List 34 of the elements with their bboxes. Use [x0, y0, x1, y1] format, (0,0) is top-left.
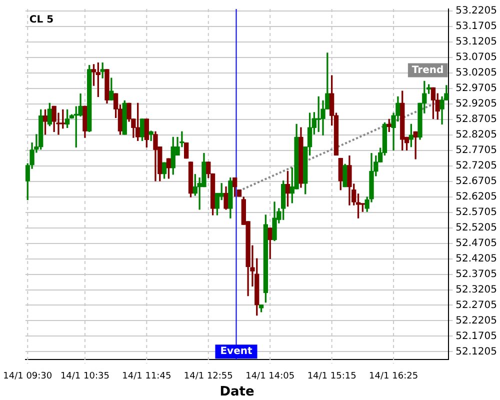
y-tick-label: 52.1705: [456, 330, 498, 342]
x-tick-label: 14/1 10:35: [60, 371, 110, 382]
y-tick-label: 52.4705: [456, 238, 498, 249]
y-tick-label: 52.2705: [456, 300, 498, 311]
text: Trend: [412, 64, 444, 76]
y-tick-label: 52.8705: [456, 114, 498, 126]
y-tick-label: 52.5205: [456, 222, 498, 234]
y-tick-label: 52.5705: [456, 206, 498, 218]
y-tick-label: 53.1705: [456, 21, 498, 32]
text: CL 5: [29, 14, 54, 26]
y-tick-label: 52.3205: [456, 284, 498, 296]
y-tick-label: 52.7705: [456, 144, 498, 156]
y-tick-label: 53.1205: [456, 36, 498, 48]
x-tick-label: 14/1 14:05: [246, 371, 295, 382]
y-tick-label: 53.0705: [456, 52, 498, 64]
y-tick-label: 53.0205: [456, 68, 498, 79]
y-tick-label: 52.1205: [456, 346, 498, 358]
y-tick-label: 52.9205: [456, 98, 498, 110]
x-tick-label: 14/1 11:45: [122, 371, 172, 382]
x-tick-label: 14/1 12:55: [184, 371, 233, 382]
y-tick-label: 52.6705: [456, 176, 498, 187]
annotation: Event: [220, 346, 252, 358]
y-tick-label: 52.3705: [456, 268, 498, 280]
y-tick-label: 52.9705: [456, 83, 498, 94]
y-tick-label: 52.6205: [456, 191, 498, 202]
y-tick-label: 52.7205: [456, 160, 498, 172]
y-tick-label: 52.2205: [456, 315, 498, 326]
y-tick-label: 53.2205: [456, 6, 498, 17]
x-tick-label: 14/1 09:30: [3, 371, 52, 382]
y-tick-label: 52.8205: [456, 129, 498, 140]
x-tick-label: 14/1 15:15: [307, 371, 356, 382]
x-axis-title: Date: [220, 384, 255, 400]
y-tick-label: 52.4205: [456, 253, 498, 264]
x-tick-label: 14/1 16:25: [369, 371, 418, 382]
